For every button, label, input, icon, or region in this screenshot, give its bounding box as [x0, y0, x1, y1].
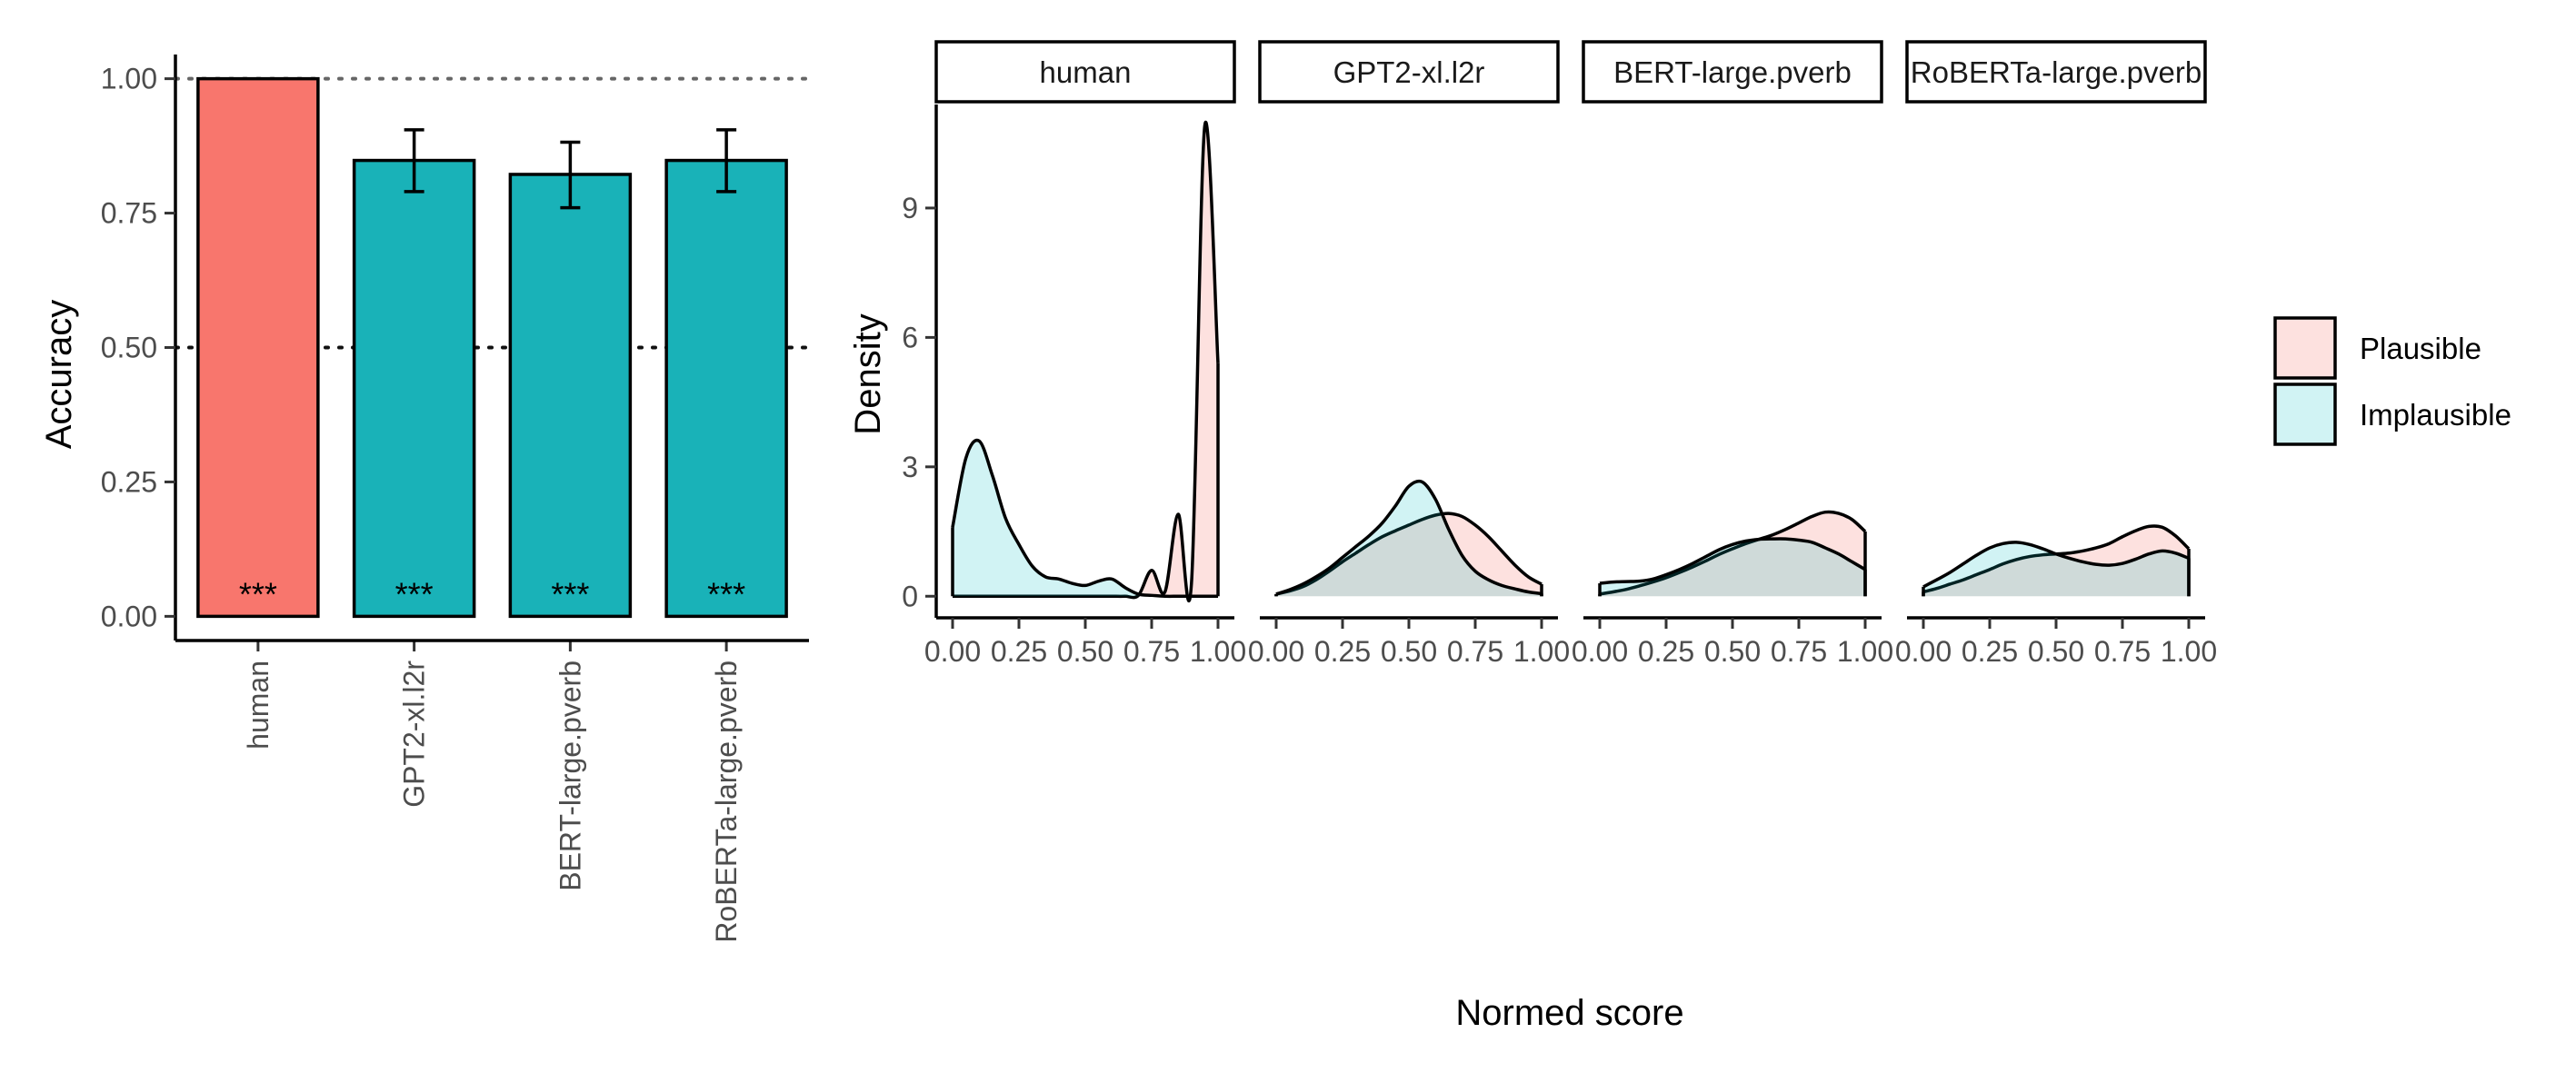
bar-bert-large-pverb: [508, 173, 633, 619]
x-tick-label-roberta-large-pverb-0-25: 0.25: [1962, 635, 2018, 668]
x-tick-label-bert-large-pverb-1-00: 1.00: [1837, 635, 1893, 668]
density-line-plausible-gpt2-xl-l2r: [1275, 512, 1543, 596]
x-tick-label-human-0-75: 0.75: [1123, 635, 1180, 668]
density-area-plausible-gpt2-xl-l2r: [1276, 513, 1542, 597]
x-tick-label-human-0-25: 0.25: [991, 635, 1047, 668]
bar-marks: *** *** *** ***: [196, 76, 788, 619]
strip-label-gpt2-xl-l2r: GPT2-xl.l2r: [1333, 55, 1485, 89]
density-panel-human: human 0.00 0.25 0.50 0.75 1.00 0 3 6 9: [902, 40, 1246, 668]
density-y-tick-label-0: 0: [902, 580, 918, 612]
legend-swatch-implausible: [2273, 383, 2337, 446]
density-y-tick-label-6: 6: [902, 321, 918, 353]
x-tick-label-roberta-large-pverb-0-50: 0.50: [2028, 635, 2084, 668]
x-tick-label-bert-large-pverb-0-25: 0.25: [1638, 635, 1694, 668]
y-tick-label-0-50: 0.50: [101, 332, 157, 364]
density-y-tick-label-9: 9: [902, 192, 918, 224]
density-line-implausible-human: [951, 438, 1218, 599]
density-area-implausible-roberta-large-pverb: [1923, 541, 2189, 597]
y-tick-label-0-75: 0.75: [101, 197, 157, 230]
accuracy-y-axis-title: Accuracy: [39, 300, 79, 450]
density-x-axis-title: Normed score: [1455, 993, 1683, 1033]
density-panel-roberta-large-pverb: RoBERTa-large.pverb 0.00 0.25 0.50 0.75 1.00: [1895, 40, 2217, 668]
x-tick-label-bert-large-pverb-0-75: 0.75: [1771, 635, 1827, 668]
x-tick-label-human: human: [242, 661, 275, 750]
strip-human: [934, 40, 1236, 104]
x-tick-label-roberta-large-pverb-0-00: 0.00: [1895, 635, 1952, 668]
significance-label-roberta-large-pverb: ***: [707, 575, 745, 612]
density-area-plausible-roberta-large-pverb: [1923, 525, 2189, 597]
legend-label-plausible: Plausible: [2360, 332, 2481, 365]
significance-label-gpt2-xl-l2r: ***: [395, 575, 434, 612]
x-tick-label-bert-large-pverb: BERT-large.pverb: [554, 661, 586, 891]
x-tick-label-roberta-large-pverb: RoBERTa-large.pverb: [710, 661, 743, 943]
y-tick-label-1-00: 1.00: [101, 63, 157, 95]
density-facets: human 0.00 0.25 0.50 0.75 1.00 0 3 6 9 GPT2-xl.l2r…: [902, 40, 2217, 668]
x-tick-label-gpt2-xl-l2r-0-50: 0.50: [1381, 635, 1437, 668]
x-tick-label-human-0-00: 0.00: [924, 635, 981, 668]
density-line-plausible-bert-large-pverb: [1599, 510, 1867, 596]
significance-label-bert-large-pverb: ***: [551, 575, 589, 612]
bar-roberta-large-pverb: [664, 158, 788, 619]
x-tick-label-roberta-large-pverb-1-00: 1.00: [2161, 635, 2217, 668]
x-tick-label-bert-large-pverb-0-50: 0.50: [1704, 635, 1761, 668]
x-tick-label-gpt2-xl-l2r-0-00: 0.00: [1248, 635, 1304, 668]
accuracy-y-axis: 0.00 0.25 0.50 0.75 1.00: [101, 55, 177, 641]
x-tick-label-gpt2-xl-l2r-0-25: 0.25: [1314, 635, 1371, 668]
density-panel-gpt2-xl-l2r: GPT2-xl.l2r 0.00 0.25 0.50 0.75 1.00: [1248, 40, 1570, 668]
x-tick-label-gpt2-xl-l2r: GPT2-xl.l2r: [398, 661, 431, 808]
density-line-implausible-gpt2-xl-l2r: [1275, 479, 1543, 596]
bar-human: [196, 76, 320, 619]
legend-swatch-plausible: [2273, 316, 2337, 380]
legend: Plausible Implausible: [2273, 316, 2511, 446]
accuracy-x-axis: human GPT2-xl.l2r BERT-large.pverb RoBERTa-…: [175, 639, 809, 943]
accuracy-bar-chart: *** *** *** *** 0.00 0.25 0.50 0.75 1.00 human G…: [39, 55, 811, 943]
bar-gpt2-xl-l2r: [352, 158, 476, 619]
density-y-tick-label-3: 3: [902, 451, 918, 483]
strip-roberta-large-pverb: [1905, 40, 2207, 104]
x-tick-label-human-0-50: 0.50: [1057, 635, 1113, 668]
x-tick-label-bert-large-pverb-0-00: 0.00: [1572, 635, 1628, 668]
x-tick-label-human-1-00: 1.00: [1190, 635, 1246, 668]
density-area-implausible-gpt2-xl-l2r: [1276, 481, 1542, 597]
strip-bert-large-pverb: [1582, 40, 1883, 104]
y-tick-label-0-25: 0.25: [101, 465, 157, 498]
x-tick-label-roberta-large-pverb-0-75: 0.75: [2094, 635, 2151, 668]
density-line-plausible-human: [953, 121, 1220, 603]
density-line-implausible-bert-large-pverb: [1599, 537, 1866, 585]
density-area-plausible-bert-large-pverb: [1600, 512, 1865, 597]
reference-lines: [174, 76, 811, 350]
density-facet-chart: human 0.00 0.25 0.50 0.75 1.00 0 3 6 9 GPT2-xl.l2r…: [848, 40, 2217, 1033]
significance-label-human: ***: [239, 575, 277, 612]
density-line-implausible-roberta-large-pverb: [1922, 541, 2190, 589]
density-panel-bert-large-pverb: BERT-large.pverb 0.00 0.25 0.50 0.75 1.00: [1572, 40, 1893, 668]
x-tick-label-gpt2-xl-l2r-1-00: 1.00: [1513, 635, 1570, 668]
strip-label-human: human: [1040, 55, 1132, 89]
density-area-implausible-bert-large-pverb: [1600, 538, 1865, 597]
legend-label-implausible: Implausible: [2360, 398, 2511, 432]
x-tick-label-gpt2-xl-l2r-0-75: 0.75: [1447, 635, 1503, 668]
y-tick-label-0-00: 0.00: [101, 600, 157, 632]
strip-label-roberta-large-pverb: RoBERTa-large.pverb: [1911, 55, 2202, 89]
density-y-axis-title: Density: [848, 313, 888, 434]
density-area-implausible-human: [953, 440, 1218, 597]
strip-gpt2-xl-l2r: [1258, 40, 1560, 104]
strip-label-bert-large-pverb: BERT-large.pverb: [1613, 55, 1852, 89]
